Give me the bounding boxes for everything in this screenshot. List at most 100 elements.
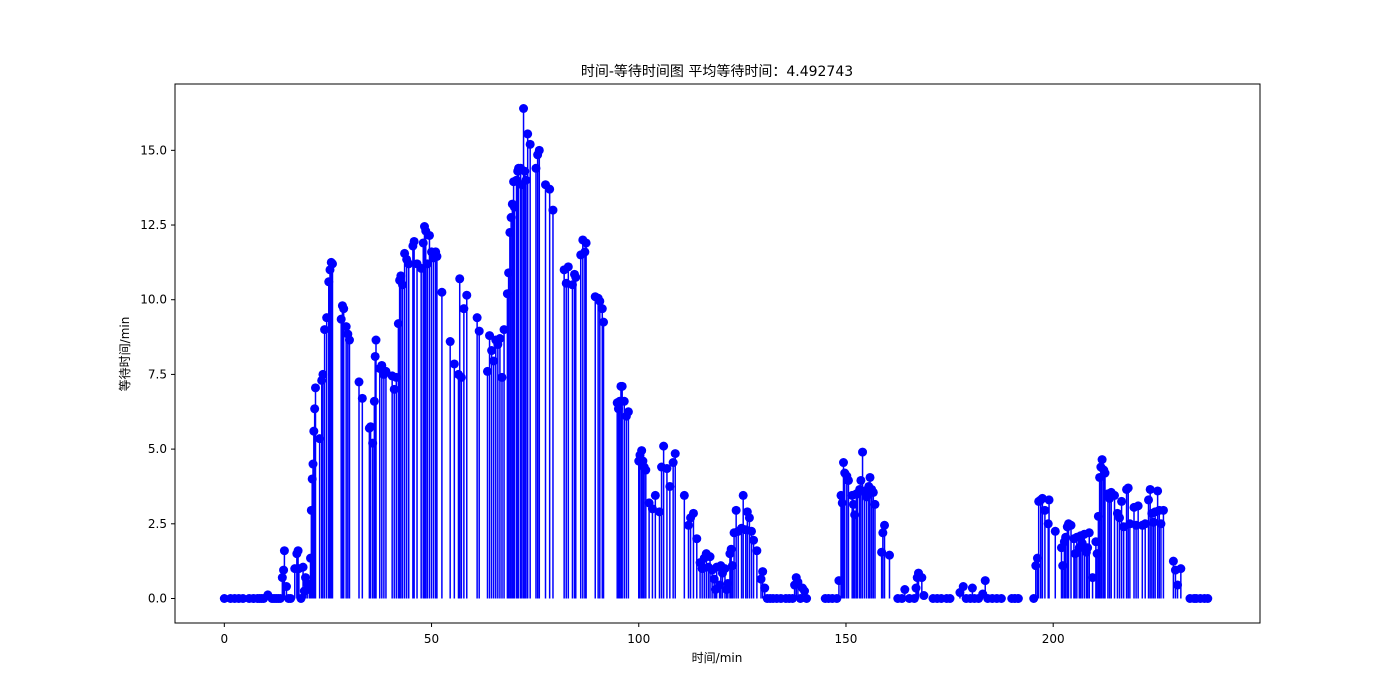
stem-marker [909,594,919,603]
stem-marker [683,520,693,530]
stem-marker [865,472,875,482]
stem-marker [679,490,689,500]
y-tick-label: 7.5 [148,367,167,381]
stem-marker [462,290,472,300]
stem-marker [391,372,401,382]
stem-marker [1058,561,1068,571]
stem-marker [1083,543,1093,553]
stem-marker [1032,553,1042,563]
stem-marker [834,576,844,586]
stem-marker [659,441,669,451]
stem-marker [1153,486,1163,496]
stem-marker [670,449,680,459]
stem-marker [520,166,530,176]
stem-marker [623,407,633,417]
stem-marker [534,145,544,155]
stem-marker [832,594,842,603]
x-tick-label: 50 [424,632,439,646]
stem-marker [1043,519,1053,529]
stem-marker [304,585,314,595]
stem-marker [505,227,515,237]
stem-marker [277,573,287,583]
stem-markers [219,104,1213,603]
x-tick-label: 200 [1042,632,1065,646]
stem-marker [571,272,581,282]
stem-marker [715,580,725,590]
stem-marker [1097,455,1107,465]
stem-marker [980,576,990,586]
stem-marker [286,594,296,603]
stem-marker [897,594,907,603]
stem-marker [307,474,317,484]
stem-marker [617,381,627,391]
stem-marker [595,296,605,306]
y-tick-label: 12.5 [140,218,167,232]
x-tick-label: 100 [627,632,650,646]
stem-marker [485,331,495,341]
stem-marker [502,289,512,299]
stem-marker [1091,537,1101,547]
stem-marker [344,335,354,345]
stem-marker [848,499,858,509]
stem-marker [654,507,664,517]
stem-marker [760,583,770,593]
stem-marker [1115,513,1125,523]
stem-marker [1203,594,1213,603]
stem-marker [838,458,848,468]
stem-marker [381,366,391,376]
stem-marker [900,585,910,595]
stem-marker [1140,519,1150,529]
y-axis-label: 等待时间/min [118,317,132,392]
stem-marker [310,404,320,414]
stem-marker [521,175,531,185]
stem-marker [692,534,702,544]
stem-marker [613,404,623,414]
stem-marker [1168,556,1178,566]
stem-marker [619,396,629,406]
stem-marker [499,325,509,335]
stem-marker [424,230,434,240]
stem-marker [843,475,853,485]
stem-marker [749,535,759,545]
stem-marker [1133,501,1143,511]
stem-marker [756,574,766,584]
stem-marker [731,505,741,515]
stem-marker [459,304,469,314]
stem-marker [945,594,955,603]
stem-marker [437,287,447,297]
stem-marker [396,271,406,281]
stem-marker [919,591,929,601]
stem-marker [996,594,1006,603]
stem-marker [723,579,733,589]
stem-marker [279,546,289,556]
stem-marker [665,481,675,491]
stem-marker [371,335,381,345]
stem-marker [368,438,378,448]
stem-marker [432,251,442,261]
stem-marker [758,567,768,577]
stem-marker [1156,519,1166,529]
stem-marker [870,499,880,509]
stem-marker [310,383,320,393]
stem-marker [1093,511,1103,521]
stem-marker [705,552,715,562]
stem-marker [641,465,651,475]
stem-marker [795,594,805,603]
stem-marker [398,280,408,290]
stem-marker [275,594,285,603]
stem-marker [668,458,678,468]
stem-marker [1029,594,1039,603]
stem-marker [1148,517,1158,527]
stem-marker [456,372,466,382]
stem-marker [958,582,968,592]
stem-marker [393,319,403,329]
stem-marker [308,459,318,469]
stem-marker [637,446,647,456]
stem-marker [563,262,573,272]
stem-marker [917,573,927,583]
stem-marker [531,163,541,173]
stem-marker [647,504,657,514]
y-tick-label: 10.0 [140,293,167,307]
stem-marker [525,139,535,149]
stem-marker [1100,468,1110,478]
